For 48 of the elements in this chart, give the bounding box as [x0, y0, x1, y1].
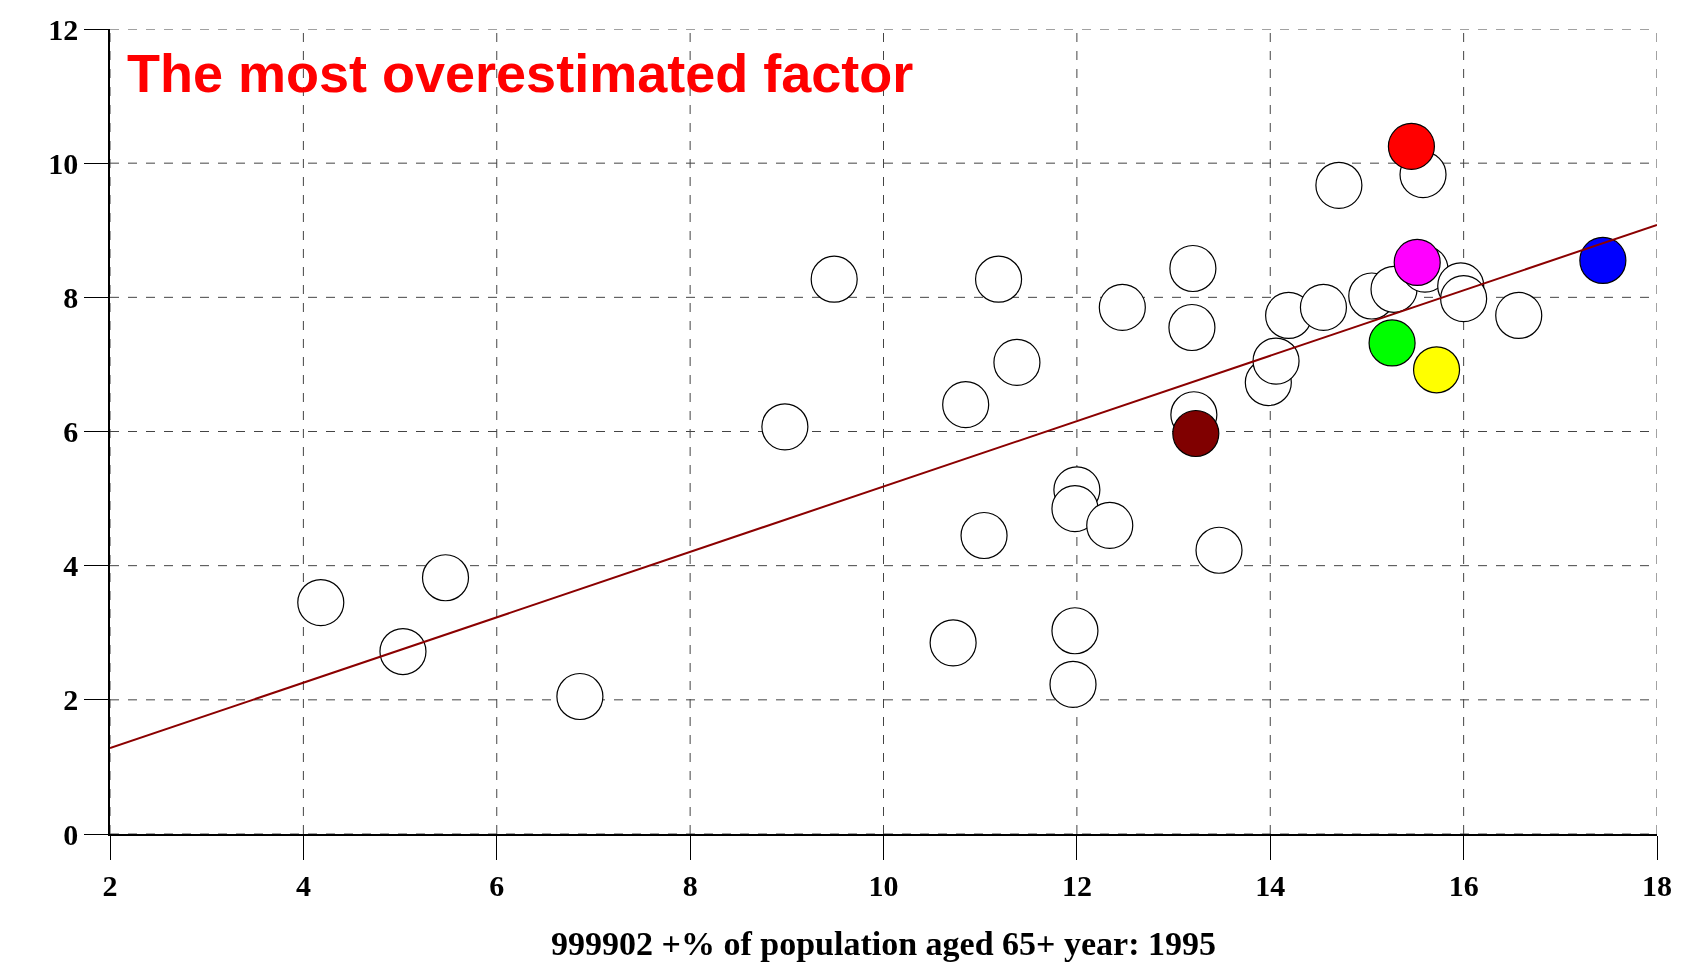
point	[421, 554, 470, 602]
x-tick-label: 4	[295, 868, 311, 902]
point	[1393, 238, 1441, 287]
y-tick-label: 8	[63, 280, 79, 314]
y-tick-label: 10	[48, 146, 79, 180]
point	[960, 511, 1008, 560]
point	[1252, 337, 1300, 385]
y-tick-label: 2	[63, 683, 79, 717]
x-tick-label: 18	[1642, 868, 1672, 902]
point	[1495, 291, 1543, 340]
x-tick-label: 2	[102, 868, 118, 902]
point	[1051, 607, 1099, 655]
annotation: The most overestimated factor	[127, 43, 914, 103]
point	[1440, 275, 1488, 323]
point	[1172, 409, 1220, 458]
x-tick-label: 14	[1255, 868, 1286, 902]
point	[810, 255, 858, 303]
point	[1051, 485, 1099, 533]
point	[1299, 283, 1348, 331]
x-axis-title: 999902 +% of population aged 65+ year: 1995	[551, 924, 1216, 962]
y-tick-label: 0	[63, 817, 79, 851]
point	[1098, 283, 1146, 331]
point	[297, 578, 345, 627]
x-tick-label: 6	[489, 868, 505, 902]
point	[1579, 236, 1627, 285]
point	[1195, 526, 1243, 574]
x-tick-label: 10	[868, 868, 899, 902]
x-tick-label: 12	[1061, 868, 1092, 902]
point	[1168, 303, 1216, 352]
x-tick-label: 8	[682, 868, 698, 902]
point	[1412, 346, 1461, 394]
y-tick-label: 4	[63, 549, 79, 583]
point	[929, 619, 977, 667]
x-tick-label: 16	[1448, 868, 1479, 902]
point	[974, 255, 1023, 303]
point	[993, 338, 1041, 386]
point	[761, 403, 809, 451]
point	[379, 627, 427, 676]
point	[1368, 319, 1416, 367]
point	[1049, 660, 1097, 708]
y-tick-label: 12	[48, 12, 79, 46]
point	[1387, 122, 1436, 170]
point	[1169, 244, 1217, 293]
point	[1086, 501, 1134, 549]
point	[942, 381, 990, 429]
point	[1315, 161, 1363, 209]
point	[556, 672, 604, 721]
y-tick-label: 6	[63, 415, 79, 448]
